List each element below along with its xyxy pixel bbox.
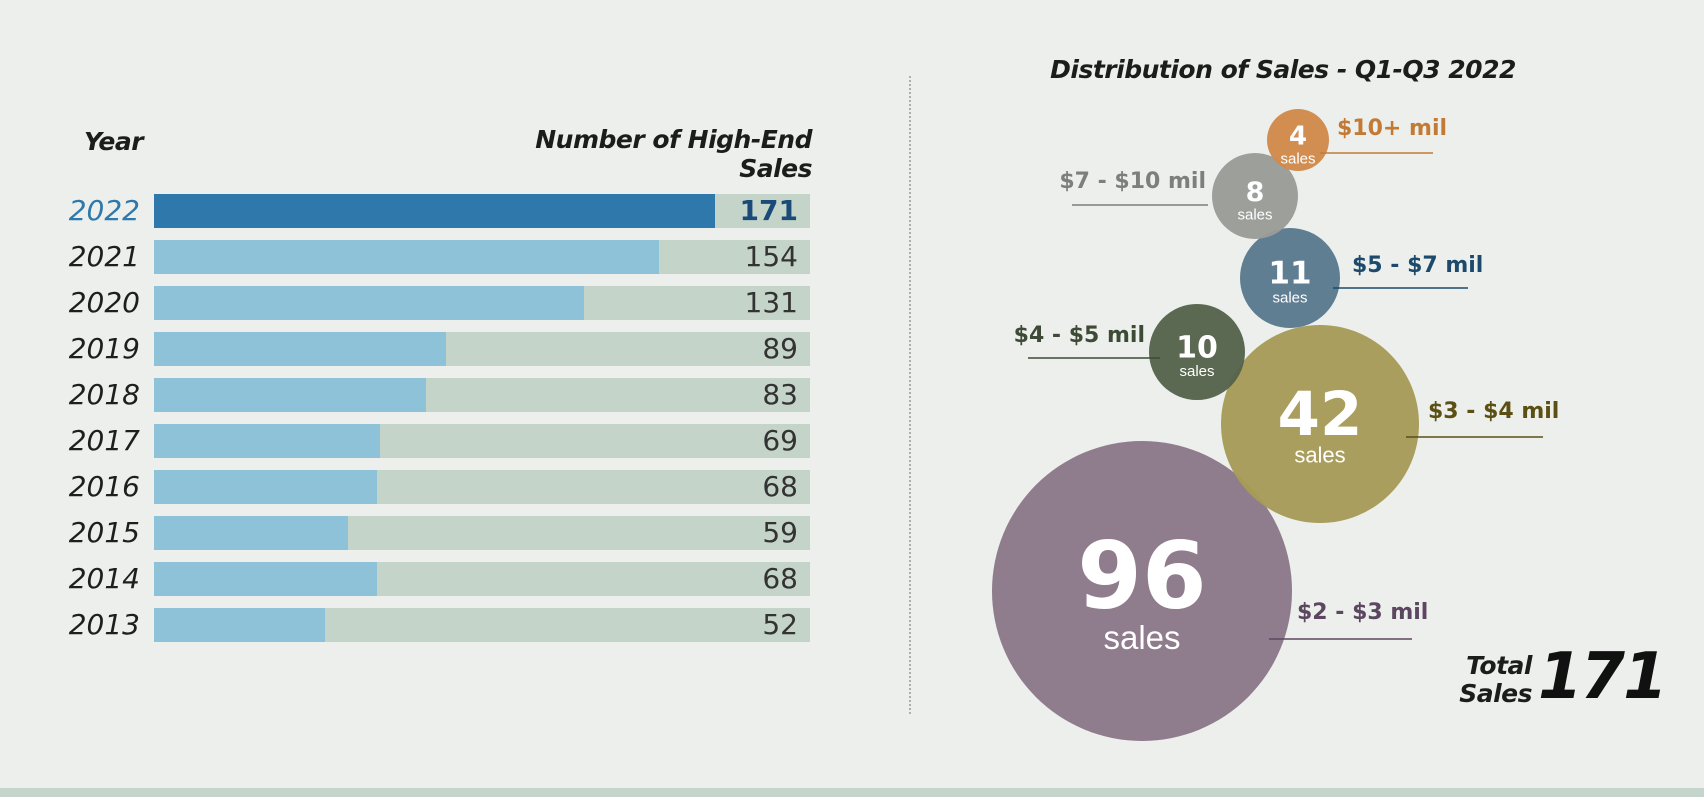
year-label: 2021 (68, 240, 140, 273)
bar (154, 470, 378, 504)
bubble-unit-label: sales (1294, 442, 1345, 467)
bubble (992, 441, 1292, 741)
bar (154, 516, 348, 550)
sales-column-header: Number of High-End Sales (535, 125, 812, 183)
bar-row: 2015 59 (0, 516, 840, 550)
year-column-header: Year (84, 127, 144, 156)
bubble-value-label: 96 (1077, 522, 1206, 630)
bubble-category-label: $4 - $5 mil (1014, 323, 1145, 348)
total-sales-label: Total Sales (1450, 652, 1532, 708)
bar-value-label: 83 (762, 378, 798, 411)
bar (154, 240, 660, 274)
bar-row: 2022 171 (0, 194, 840, 228)
bar (154, 194, 715, 228)
bubble-value-label: 4 (1289, 122, 1307, 152)
bar (154, 562, 378, 596)
bar-row: 2019 89 (0, 332, 840, 366)
bar-track: 89 (154, 332, 810, 366)
bubble-category-label: $3 - $4 mil (1428, 399, 1559, 424)
bubble-value-label: 8 (1246, 177, 1265, 208)
bar-chart: 2022 171 2021 154 2020 131 2019 89 2018 83 2017 69 2… (0, 0, 840, 700)
bubble-value-label: 11 (1268, 256, 1311, 292)
bar (154, 608, 325, 642)
bar-track: 131 (154, 286, 810, 320)
year-label: 2019 (68, 332, 140, 365)
year-label: 2022 (68, 194, 140, 227)
bubble-unit-label: sales (1237, 207, 1272, 224)
bar (154, 424, 381, 458)
bar (154, 332, 446, 366)
bar-track: 83 (154, 378, 810, 412)
bottom-strip (0, 788, 1704, 797)
bubble-category-label: $2 - $3 mil (1297, 600, 1428, 625)
bubble-unit-label: sales (1179, 363, 1214, 380)
year-label: 2014 (68, 562, 140, 595)
total-label-line2: Sales (1459, 679, 1532, 708)
bubble-category-label: $7 - $10 mil (1059, 169, 1206, 194)
bar-row: 2017 69 (0, 424, 840, 458)
bar-row: 2014 68 (0, 562, 840, 596)
bubble-category-label: $5 - $7 mil (1352, 253, 1483, 278)
bubble-unit-label: sales (1103, 619, 1180, 656)
bubble (1240, 228, 1340, 328)
bar-value-label: 154 (744, 240, 798, 273)
section-divider (909, 76, 911, 714)
bar (154, 378, 427, 412)
bar-track: 59 (154, 516, 810, 550)
bar-track: 52 (154, 608, 810, 642)
year-label: 2017 (68, 424, 140, 457)
distribution-title: Distribution of Sales - Q1-Q3 2022 (1050, 55, 1516, 84)
bar-track: 68 (154, 470, 810, 504)
total-label-line1: Total (1466, 651, 1532, 680)
year-label: 2013 (68, 608, 140, 641)
bar-value-label: 68 (762, 470, 798, 503)
bubble-value-label: 42 (1278, 379, 1363, 450)
year-label: 2016 (68, 470, 140, 503)
bubble-category-label: $10+ mil (1337, 116, 1447, 141)
bar-row: 2018 83 (0, 378, 840, 412)
bubble (1221, 325, 1419, 523)
year-label: 2018 (68, 378, 140, 411)
bar-value-label: 69 (762, 424, 798, 457)
bubble (1212, 153, 1298, 239)
bar-value-label: 68 (762, 562, 798, 595)
bar (154, 286, 584, 320)
bar-row: 2013 52 (0, 608, 840, 642)
bar-track: 68 (154, 562, 810, 596)
bar-row: 2016 68 (0, 470, 840, 504)
bubble-unit-label: sales (1280, 150, 1315, 167)
bubble (1149, 304, 1245, 400)
bar-value-label: 52 (762, 608, 798, 641)
bar-row: 2020 131 (0, 286, 840, 320)
bar-value-label: 171 (739, 194, 798, 227)
bubble (1267, 109, 1329, 171)
bar-track: 171 (154, 194, 810, 228)
year-label: 2020 (68, 286, 140, 319)
bubble-value-label: 10 (1176, 330, 1218, 365)
bar-track: 69 (154, 424, 810, 458)
bar-track: 154 (154, 240, 810, 274)
bubble-unit-label: sales (1272, 289, 1307, 306)
total-sales-value: 171 (1538, 640, 1668, 714)
bar-row: 2021 154 (0, 240, 840, 274)
bar-value-label: 59 (762, 516, 798, 549)
bar-value-label: 131 (744, 286, 798, 319)
bar-value-label: 89 (762, 332, 798, 365)
year-label: 2015 (68, 516, 140, 549)
